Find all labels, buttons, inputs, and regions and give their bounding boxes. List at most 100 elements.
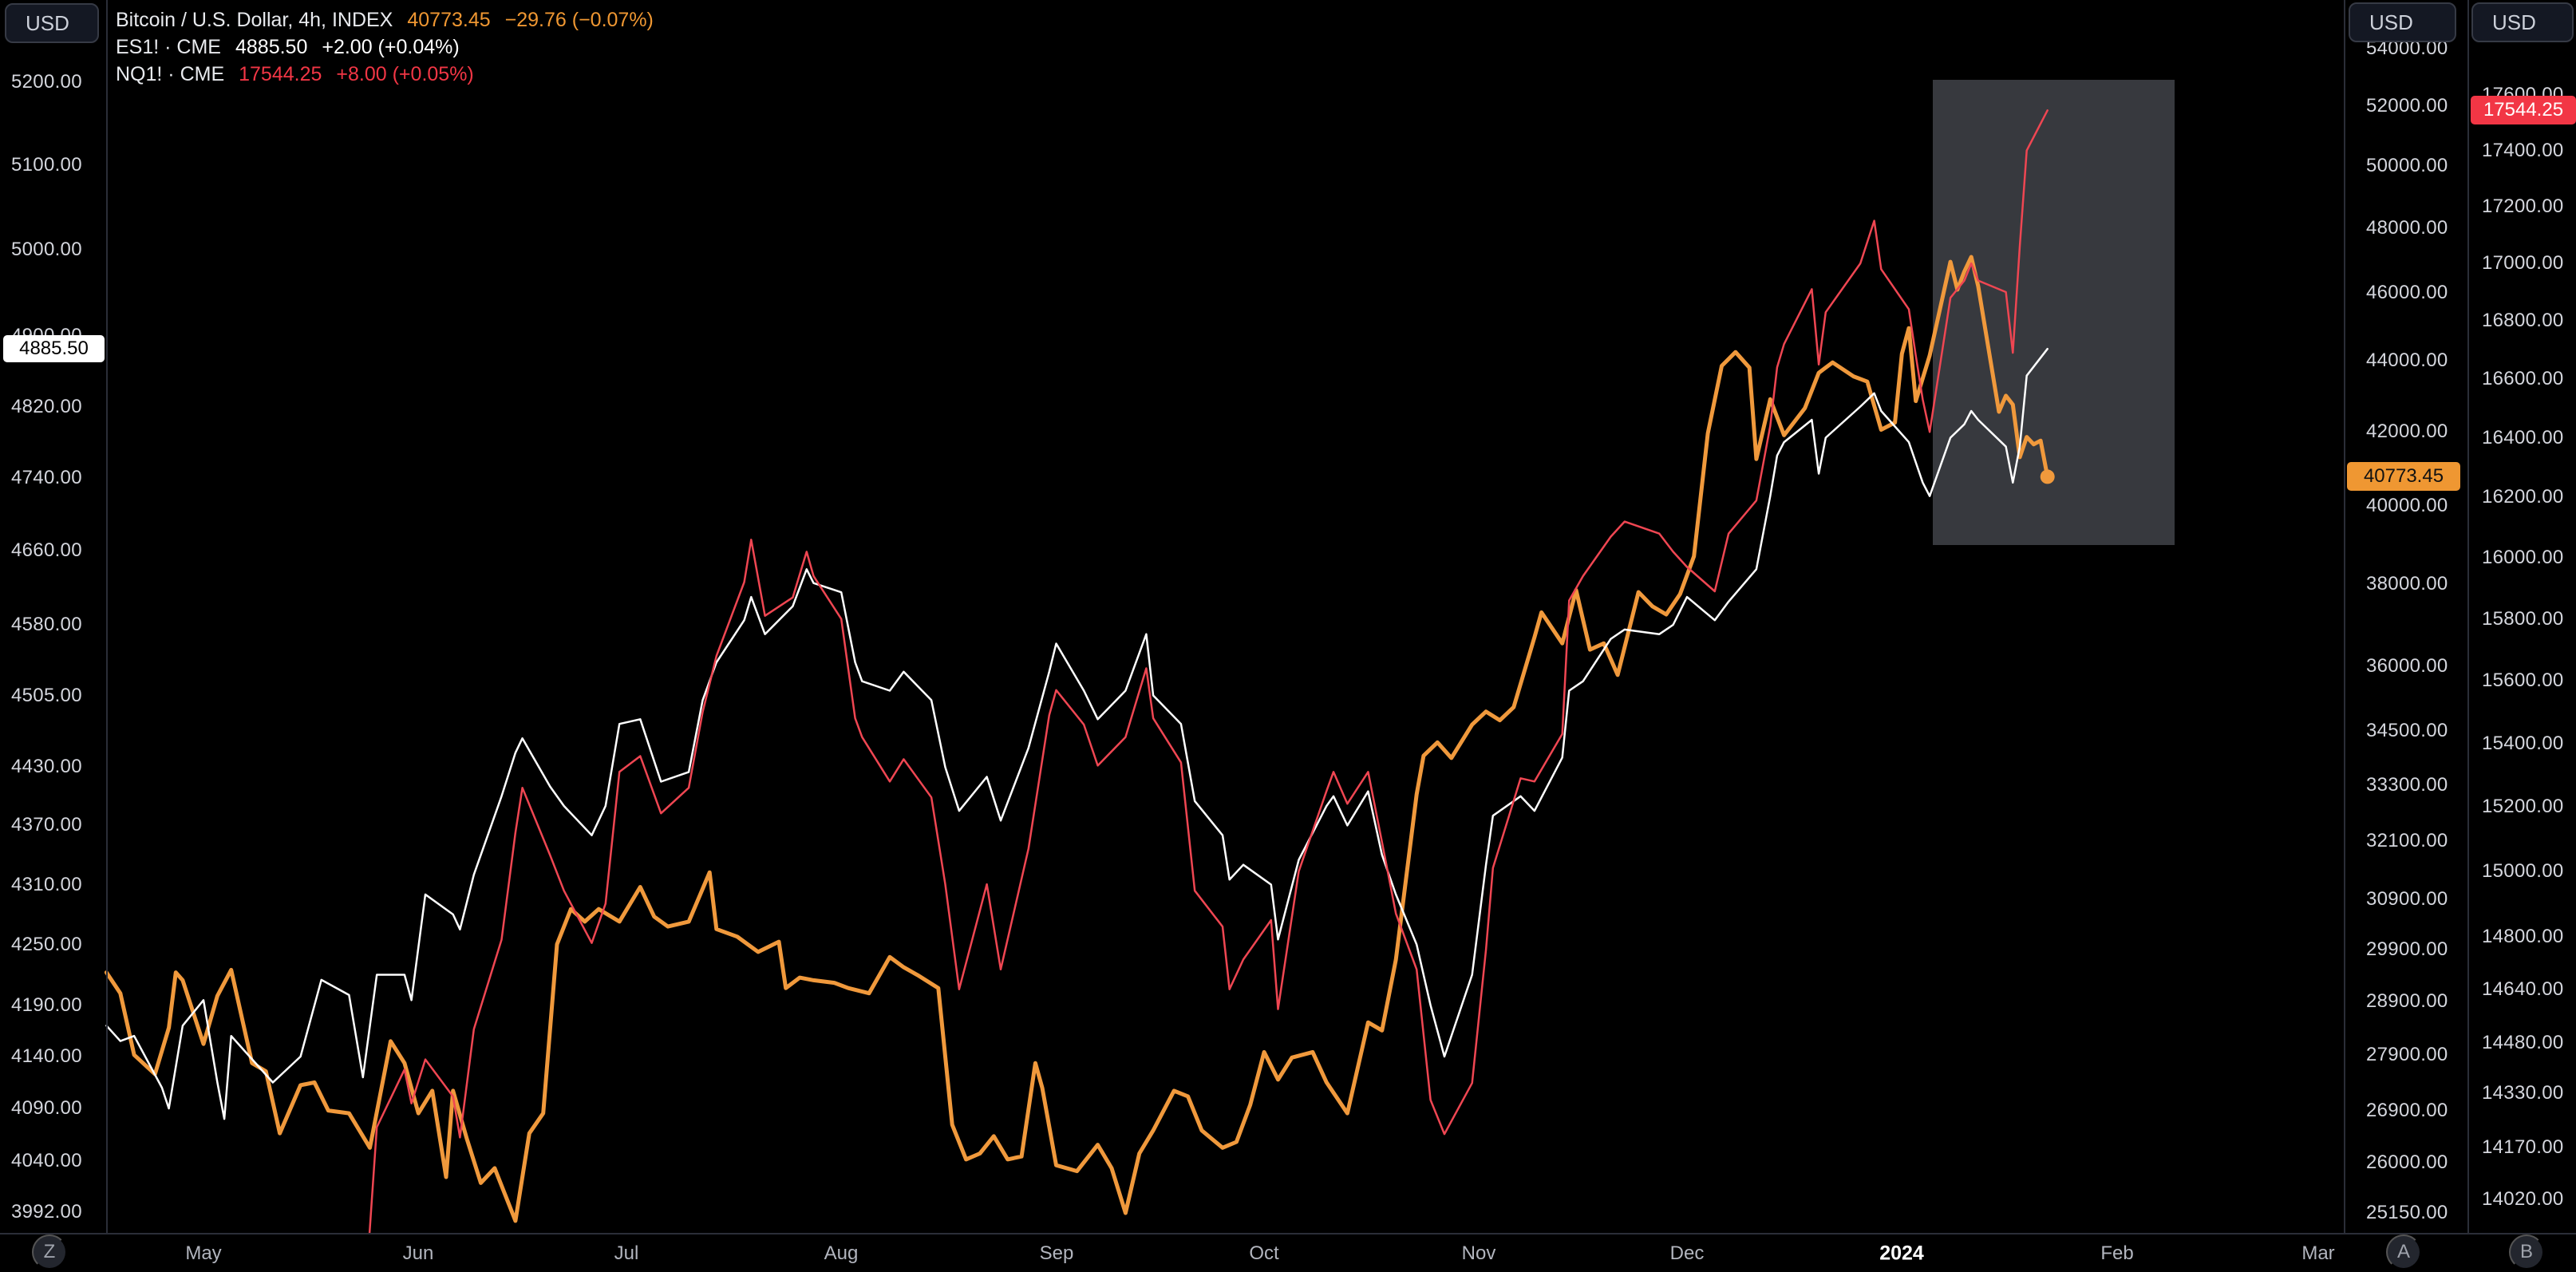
right_btc-tick: 44000.00 [2366, 350, 2448, 371]
right_btc-tick: 42000.00 [2366, 420, 2448, 442]
right_btc-tick: 27900.00 [2366, 1043, 2448, 1065]
right_nq-tick: 16400.00 [2482, 426, 2564, 448]
right_nq-tick: 17000.00 [2482, 252, 2564, 275]
time-label-mar: Mar [2301, 1242, 2335, 1264]
right_btc-tick: 29900.00 [2366, 938, 2448, 960]
last-price-dot [2040, 469, 2055, 484]
btcusd-index-series-line [104, 255, 2050, 1223]
time-label-feb: Feb [2100, 1242, 2134, 1264]
right_btc-tick: 38000.00 [2366, 572, 2448, 595]
right_btc-tick: 30900.00 [2366, 887, 2448, 910]
right_nq-tick: 14170.00 [2482, 1136, 2564, 1159]
es1-cme-series-line [105, 347, 2049, 1120]
btc-current-price-tag: 40773.45 [2347, 462, 2460, 492]
nq-scale-b-button[interactable]: B [2509, 1234, 2544, 1270]
right_nq-tick: 15400.00 [2482, 732, 2564, 754]
right_nq-tick: 14020.00 [2482, 1188, 2564, 1210]
time-label-oct: Oct [1249, 1242, 1279, 1264]
right_nq-tick: 15800.00 [2482, 607, 2564, 630]
right_nq-tick: 15600.00 [2482, 670, 2564, 692]
es-change: +2.00 (+0.04%) [322, 35, 460, 58]
left_es-tick: 5200.00 [11, 71, 82, 93]
left_es-tick: 4820.00 [11, 395, 82, 417]
es-price-scale[interactable]: 5200.005100.005000.004900.004820.004740.… [0, 0, 106, 1233]
nq-change: +8.00 (+0.05%) [336, 62, 474, 85]
legend: Bitcoin / U.S. Dollar, 4h, INDEX 40773.4… [116, 6, 654, 88]
right_btc-tick: 26900.00 [2366, 1099, 2448, 1121]
left_es-tick: 4580.00 [11, 614, 82, 635]
time-label-sep: Sep [1039, 1242, 1074, 1264]
btc-axis-currency-button[interactable]: USD [2349, 2, 2456, 42]
btc-scale-a-button[interactable]: A [2386, 1234, 2421, 1270]
legend-row-es1[interactable]: ES1! · CME 4885.50 +2.00 (+0.04%) [116, 34, 654, 61]
legend-row-btcusd[interactable]: Bitcoin / U.S. Dollar, 4h, INDEX 40773.4… [116, 6, 654, 34]
nq-axis-currency-button[interactable]: USD [2471, 2, 2574, 42]
right_nq-tick: 15200.00 [2482, 796, 2564, 818]
right_btc-tick: 50000.00 [2366, 154, 2448, 176]
btc-last-price: 40773.45 [407, 8, 491, 31]
btc-scale-divider [2344, 0, 2345, 1233]
es-last-price: 4885.50 [235, 35, 308, 58]
nq-current-price-tag: 17544.25 [2471, 96, 2576, 125]
nq-symbol-title: NQ1! · CME [116, 62, 225, 85]
nq-price-scale[interactable]: 17600.00 17400.00 17200.00 17000.00 16800.00… [2467, 0, 2576, 1233]
time-scale-divider [0, 1233, 2576, 1234]
right_nq-tick: 16000.00 [2482, 547, 2564, 568]
time-label-jul: Jul [614, 1242, 639, 1264]
right_btc-tick: 28900.00 [2366, 990, 2448, 1012]
left_es-tick: 4660.00 [11, 539, 82, 562]
right_btc-tick: 46000.00 [2366, 282, 2448, 304]
right_nq-tick: 15000.00 [2482, 859, 2564, 882]
right_btc-tick: 52000.00 [2366, 95, 2448, 117]
btc-symbol-title: Bitcoin / U.S. Dollar, 4h, INDEX [116, 8, 393, 31]
right_nq-tick: 16600.00 [2482, 368, 2564, 389]
right_nq-tick: 17200.00 [2482, 195, 2564, 217]
left_es-tick: 4505.00 [11, 684, 82, 706]
left-axis-currency-button[interactable]: USD [5, 3, 99, 43]
left_es-tick: 5000.00 [11, 239, 82, 261]
left_es-tick: 4310.00 [11, 873, 82, 895]
left_es-tick: 4430.00 [11, 756, 82, 778]
left_es-tick: 4040.00 [11, 1150, 82, 1171]
right_btc-tick: 25150.00 [2366, 1202, 2448, 1223]
right_btc-tick: 32100.00 [2366, 830, 2448, 852]
right_nq-tick: 16200.00 [2482, 486, 2564, 508]
timezone-zoom-button[interactable]: Z [32, 1234, 67, 1270]
nq1-cme-series-line [347, 109, 2049, 1272]
left_es-tick: 4250.00 [11, 933, 82, 955]
right_nq-tick: 14330.00 [2482, 1081, 2564, 1104]
legend-row-nq1[interactable]: NQ1! · CME 17544.25 +8.00 (+0.05%) [116, 61, 654, 88]
right_btc-tick: 34500.00 [2366, 720, 2448, 742]
left_es-tick: 4090.00 [11, 1097, 82, 1120]
left-scale-divider [106, 0, 108, 1233]
left_es-tick: 4740.00 [11, 467, 82, 489]
time-label-nov: Nov [1461, 1242, 1496, 1264]
btc-price-scale[interactable]: 54000.00 52000.00 50000.00 48000.00 46000.00… [2344, 0, 2467, 1233]
time-label-may: May [185, 1242, 222, 1264]
right_btc-tick: 40000.00 [2366, 495, 2448, 516]
left_es-tick: 4190.00 [11, 994, 82, 1016]
time-scale[interactable]: May Jun Jul Aug Sep Oct Nov Dec 2024 Feb Mar [0, 1234, 2576, 1272]
time-label-dec: Dec [1669, 1242, 1705, 1264]
nq-scale-divider [2467, 0, 2469, 1233]
time-label-2024: 2024 [1879, 1242, 1924, 1264]
right_btc-tick: 26000.00 [2366, 1151, 2448, 1173]
left_es-tick: 3992.00 [11, 1201, 82, 1223]
highlight-selection-box [1933, 80, 2175, 545]
es-current-price-tag: 4885.50 [3, 335, 105, 363]
right_nq-tick: 16800.00 [2482, 310, 2564, 332]
time-label-aug: Aug [824, 1242, 859, 1264]
left_es-tick: 4370.00 [11, 814, 82, 836]
nq-last-price: 17544.25 [239, 62, 322, 85]
right_nq-tick: 17400.00 [2482, 139, 2564, 161]
btc-change: −29.76 (−0.07%) [504, 8, 654, 31]
left_es-tick: 5100.00 [11, 154, 82, 176]
es-symbol-title: ES1! · CME [116, 35, 221, 58]
right_btc-tick: 48000.00 [2366, 216, 2448, 239]
right_nq-tick: 14640.00 [2482, 978, 2564, 1000]
right_btc-tick: 36000.00 [2366, 655, 2448, 677]
left_es-tick: 4140.00 [11, 1045, 82, 1067]
time-label-jun: Jun [402, 1242, 434, 1264]
